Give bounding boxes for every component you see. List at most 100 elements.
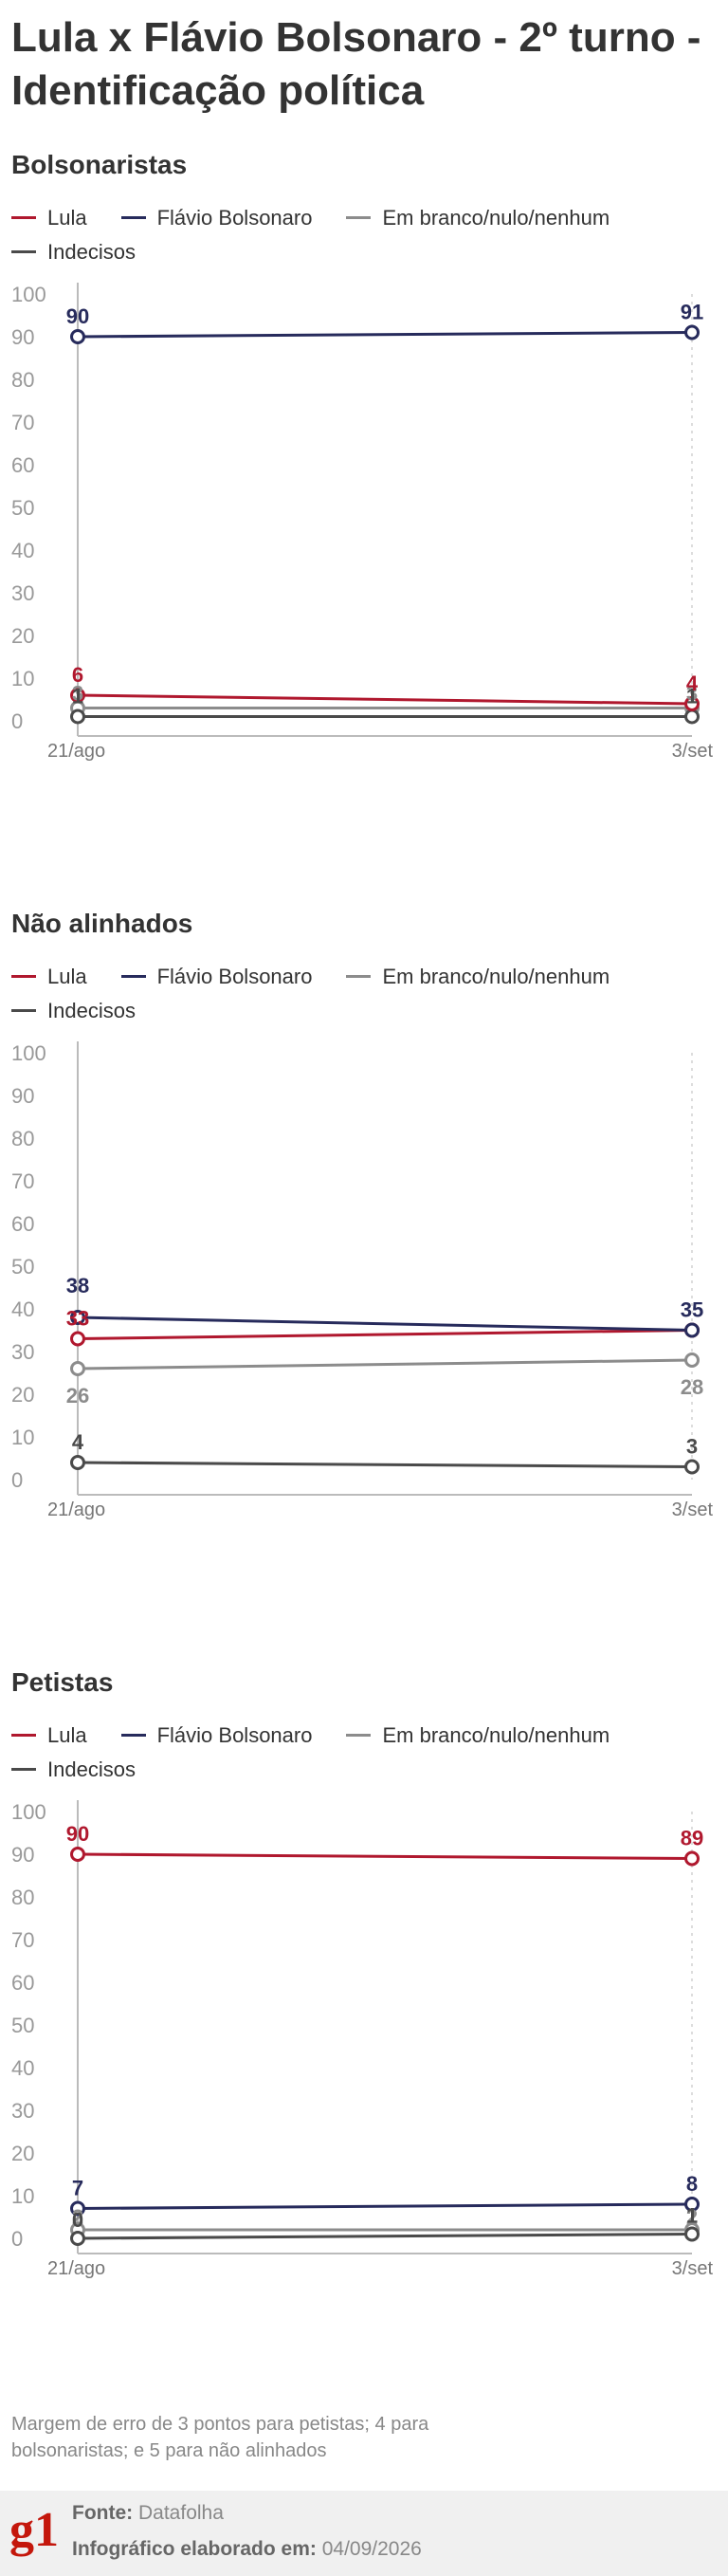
data-label: 91: [681, 301, 703, 324]
data-label: 89: [681, 1827, 703, 1850]
data-point: [70, 329, 85, 344]
chart-legend: Lula Flávio Bolsonaro Em branco/nulo/nenhu…: [11, 960, 713, 1028]
made-value: 04/09/2026: [321, 2538, 422, 2560]
y-tick-label: 30: [11, 2099, 34, 2123]
data-point: [70, 708, 85, 725]
y-tick-label: 20: [11, 1383, 34, 1407]
x-tick-label: 21/ago: [47, 2258, 105, 2279]
data-label: 4: [686, 672, 699, 695]
data-point: [70, 1361, 85, 1376]
data-point: [684, 708, 700, 725]
legend-item: Flávio Bolsonaro: [120, 1719, 313, 1753]
y-tick-label: 90: [11, 1843, 34, 1867]
legend-label: Flávio Bolsonaro: [156, 206, 313, 230]
data-point: [684, 324, 700, 340]
data-label: 6: [72, 663, 83, 687]
legend-swatch: [11, 1767, 36, 1771]
data-label: 1: [72, 685, 83, 708]
data-point: [684, 696, 700, 711]
data-point: [684, 1352, 700, 1368]
legend-swatch: [11, 1733, 36, 1737]
y-tick-label: 80: [11, 1127, 34, 1150]
y-tick-label: 70: [11, 1928, 34, 1952]
legend-label: Flávio Bolsonaro: [156, 965, 313, 988]
y-tick-label: 70: [11, 411, 34, 434]
data-point: [684, 2226, 700, 2242]
data-label: 2: [72, 2205, 83, 2229]
data-label: 38: [66, 1274, 89, 1297]
legend-label: Lula: [47, 206, 87, 230]
footer: g1 Fonte: Datafolha Infográfico elaborad…: [0, 2491, 728, 2576]
legend-swatch: [120, 215, 146, 219]
data-point: [684, 1850, 700, 1867]
footnote: Margem de erro de 3 pontos para petistas…: [11, 2414, 429, 2461]
chart-section-nao-alinhados: Não alinhados Lula Flávio Bolsonaro Em bra…: [0, 909, 728, 1573]
source-label: Fonte:: [72, 2502, 134, 2524]
legend-item: Indecisos: [11, 235, 136, 269]
legend-item: Lula: [11, 960, 87, 994]
data-point: [70, 1331, 85, 1347]
g1-logo: g1: [9, 2503, 59, 2557]
y-tick-label: 60: [11, 453, 34, 477]
y-tick-label: 40: [11, 1297, 34, 1321]
chart-title: Não alinhados: [11, 909, 193, 938]
x-tick-label: 3/set: [672, 2258, 714, 2279]
x-tick-label: 3/set: [672, 741, 714, 762]
y-tick-label: 50: [11, 496, 34, 520]
legend-swatch: [120, 974, 146, 978]
legend-label: Lula: [47, 1723, 87, 1747]
page-title: Lula x Flávio Bolsonaro - 2º turno - Ide…: [11, 14, 701, 114]
legend-item: Lula: [11, 1719, 87, 1753]
series-line: [77, 2233, 693, 2240]
data-point: [70, 2231, 85, 2246]
y-tick-label: 100: [11, 1800, 46, 1824]
y-tick-label: 20: [11, 624, 34, 648]
data-label: 8: [686, 2172, 698, 2196]
y-tick-label: 0: [11, 2227, 23, 2251]
series-line: [77, 1329, 693, 1340]
source-value: Datafolha: [138, 2502, 224, 2524]
data-label: 1: [686, 2204, 698, 2228]
legend-swatch: [120, 1733, 146, 1737]
legend-label: Lula: [47, 965, 87, 988]
y-tick-label: 60: [11, 1212, 34, 1236]
source-line: Fonte: Datafolha: [72, 2502, 224, 2525]
legend-label: Em branco/nulo/nenhum: [382, 965, 610, 988]
legend-label: Indecisos: [47, 240, 136, 264]
y-tick-label: 10: [11, 2184, 34, 2208]
data-label: 90: [66, 1822, 89, 1846]
series-line: [77, 1852, 693, 1860]
y-tick-label: 10: [11, 667, 34, 690]
data-label: 2: [686, 2205, 698, 2229]
legend-swatch: [346, 974, 372, 978]
y-tick-label: 0: [11, 709, 23, 733]
made-line: Infográfico elaborado em: 04/09/2026: [72, 2538, 422, 2561]
y-tick-label: 0: [11, 1468, 23, 1492]
y-tick-label: 90: [11, 1084, 34, 1108]
legend-swatch: [11, 1008, 36, 1012]
data-label: 4: [72, 1430, 84, 1454]
series-line: [77, 331, 693, 339]
data-label: 3: [72, 682, 83, 706]
data-point: [70, 1847, 85, 1862]
chart-legend: Lula Flávio Bolsonaro Em branco/nulo/nenhu…: [11, 1719, 713, 1787]
y-tick-label: 100: [11, 1041, 46, 1065]
data-point: [684, 1459, 700, 1475]
legend-label: Flávio Bolsonaro: [156, 1723, 313, 1747]
data-label: 7: [72, 2177, 83, 2200]
series-line: [77, 1358, 693, 1371]
series-line: [77, 1316, 693, 1332]
chart-section-bolsonaristas: Bolsonaristas Lula Flávio Bolsonaro Em bra…: [0, 150, 728, 814]
x-tick-label: 21/ago: [47, 1500, 105, 1520]
series-line: [77, 1461, 693, 1468]
chart-section-petistas: Petistas Lula Flávio Bolsonaro Em branco/n…: [0, 1667, 728, 2331]
y-tick-label: 90: [11, 325, 34, 349]
legend-swatch: [11, 974, 36, 978]
legend-item: Em branco/nulo/nenhum: [346, 1719, 610, 1753]
legend-item: Em branco/nulo/nenhum: [346, 960, 610, 994]
data-point: [70, 1455, 85, 1470]
chart-title: Petistas: [11, 1667, 114, 1697]
